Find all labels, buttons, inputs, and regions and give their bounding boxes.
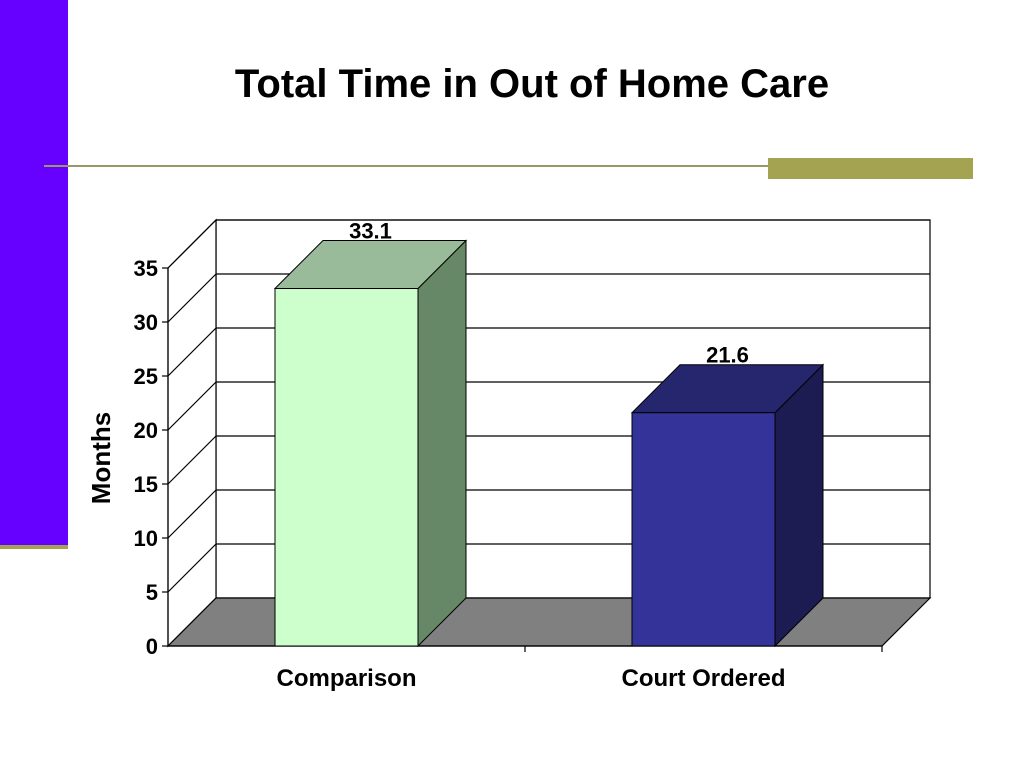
y-tick-label: 0 [146,634,158,659]
side-accent-bar-edge [0,545,68,549]
slide-title: Total Time in Out of Home Care [234,62,830,106]
bar-0 [273,239,468,648]
data-label-1: 21.6 [706,343,749,368]
y-tick-label: 35 [134,256,158,281]
x-category-label-0: Comparison [276,665,416,692]
y-tick-label: 25 [134,364,158,389]
bar-front-face [631,412,776,647]
gridline-side [167,435,217,485]
gridline-side [167,543,217,593]
bar-side-face [417,239,467,648]
data-label-0: 33.1 [349,219,392,244]
gridline-side [167,273,217,323]
bar-front-face [274,288,419,647]
y-tick-label: 30 [134,310,158,335]
chart-bars [273,239,825,648]
gridline-side [167,327,217,377]
side-accent-bar [0,0,68,545]
y-tick-label: 20 [134,418,158,443]
bar-side-face [774,363,824,648]
bar-1 [630,363,825,648]
y-tick-label: 15 [134,472,158,497]
gridline-side [167,381,217,431]
gridline-side [167,219,217,269]
y-tick-label: 5 [146,580,158,605]
y-tick-label: 10 [134,526,158,551]
y-axis-title: Months [86,412,116,504]
title-divider-block [768,158,973,179]
chart-side-wall [167,218,217,648]
gridline-side [167,489,217,539]
chart-labels: 0 5 10 15 20 25 30 35 Months 33.1 Comparison 21.6 Co… [86,219,786,692]
x-category-label-1: Court Ordered [621,665,785,692]
title-divider-line [44,165,768,167]
